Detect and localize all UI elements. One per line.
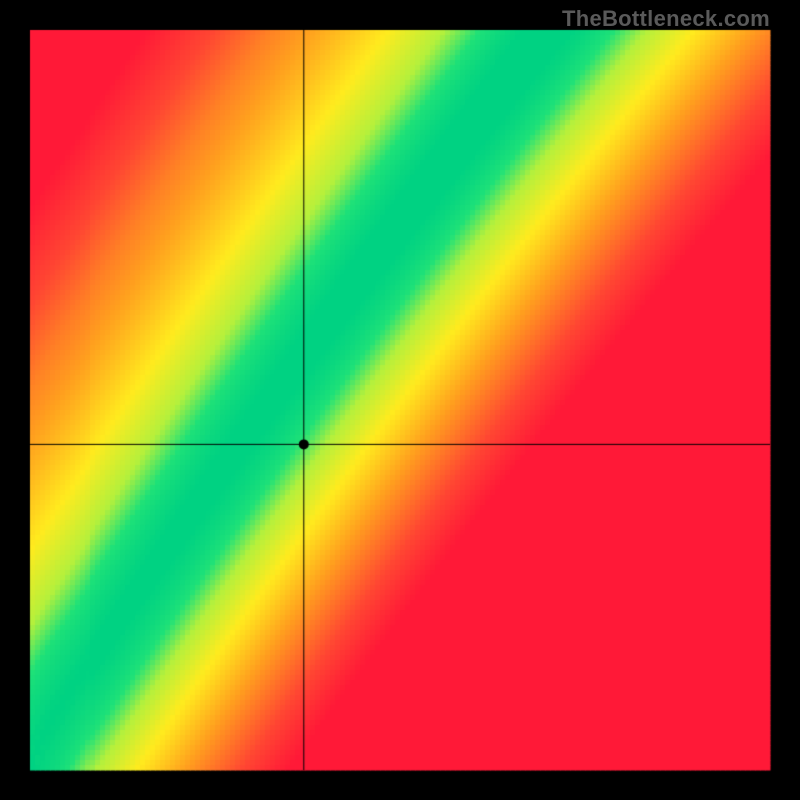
bottleneck-heatmap xyxy=(0,0,800,800)
chart-container: { "watermark": "TheBottleneck.com", "cha… xyxy=(0,0,800,800)
watermark-label: TheBottleneck.com xyxy=(562,6,770,32)
